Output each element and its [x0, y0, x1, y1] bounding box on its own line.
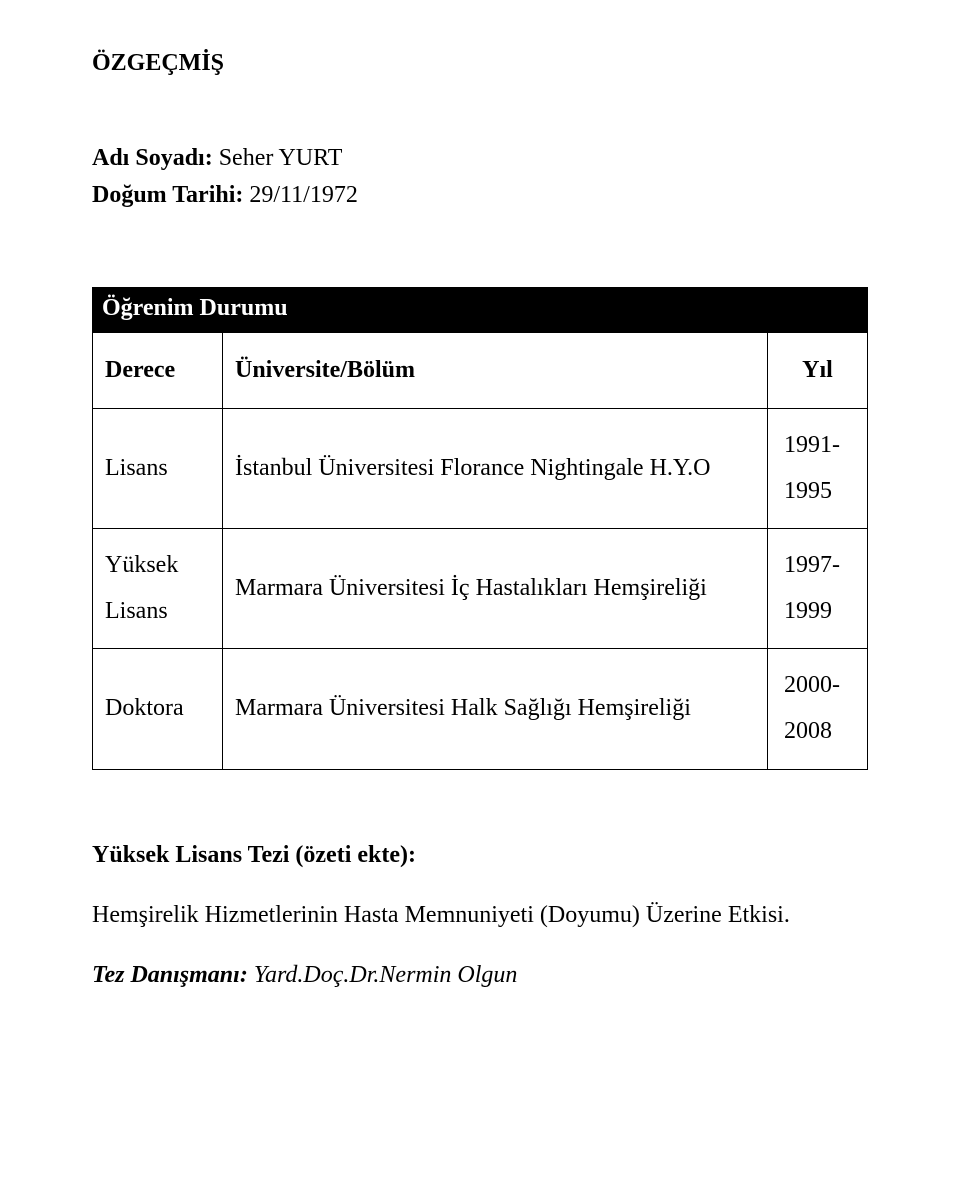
- col-header-degree: Derece: [93, 333, 223, 409]
- thesis-advisor-line: Tez Danışmanı: Yard.Doç.Dr.Nermin Olgun: [92, 962, 868, 989]
- cell-year: 1991- 1995: [768, 409, 868, 529]
- table-row: Doktora Marmara Üniversitesi Halk Sağlığ…: [93, 649, 868, 769]
- education-section-header: Öğrenim Durumu: [92, 287, 868, 332]
- cell-dept: Marmara Üniversitesi İç Hastalıkları Hem…: [223, 529, 768, 649]
- col-header-dept: Üniversite/Bölüm: [223, 333, 768, 409]
- degree-line1: Yüksek: [105, 552, 178, 578]
- name-value: Seher YURT: [219, 145, 343, 171]
- col-header-year: Yıl: [768, 333, 868, 409]
- dob-line: Doğum Tarihi: 29/11/1972: [92, 182, 868, 209]
- advisor-name: Yard.Doç.Dr.Nermin Olgun: [248, 962, 518, 988]
- year-end: 1995: [784, 478, 832, 504]
- education-table: Derece Üniversite/Bölüm Yıl Lisans İstan…: [92, 332, 868, 770]
- table-row: Lisans İstanbul Üniversitesi Florance Ni…: [93, 409, 868, 529]
- name-line: Adı Soyadı: Seher YURT: [92, 145, 868, 172]
- degree-line2: Lisans: [105, 598, 168, 624]
- cell-year: 1997- 1999: [768, 529, 868, 649]
- year-start: 1991-: [784, 432, 840, 458]
- cell-degree: Doktora: [93, 649, 223, 769]
- dob-label: Doğum Tarihi:: [92, 182, 249, 208]
- cell-dept: Marmara Üniversitesi Halk Sağlığı Hemşir…: [223, 649, 768, 769]
- year-end: 1999: [784, 598, 832, 624]
- advisor-label: Tez Danışmanı:: [92, 962, 248, 988]
- name-label: Adı Soyadı:: [92, 145, 219, 171]
- document-title: ÖZGEÇMİŞ: [92, 50, 868, 77]
- thesis-paragraph: Hemşirelik Hizmetlerinin Hasta Memnuniye…: [92, 897, 868, 934]
- dob-value: 29/11/1972: [249, 182, 357, 208]
- thesis-heading: Yüksek Lisans Tezi (özeti ekte):: [92, 842, 868, 869]
- year-start: 2000-: [784, 672, 840, 698]
- table-header-row: Derece Üniversite/Bölüm Yıl: [93, 333, 868, 409]
- cv-page: ÖZGEÇMİŞ Adı Soyadı: Seher YURT Doğum Ta…: [0, 0, 960, 1194]
- cell-degree: Lisans: [93, 409, 223, 529]
- cell-year: 2000- 2008: [768, 649, 868, 769]
- year-end: 2008: [784, 718, 832, 744]
- cell-dept: İstanbul Üniversitesi Florance Nightinga…: [223, 409, 768, 529]
- year-start: 1997-: [784, 552, 840, 578]
- table-row: Yüksek Lisans Marmara Üniversitesi İç Ha…: [93, 529, 868, 649]
- cell-degree: Yüksek Lisans: [93, 529, 223, 649]
